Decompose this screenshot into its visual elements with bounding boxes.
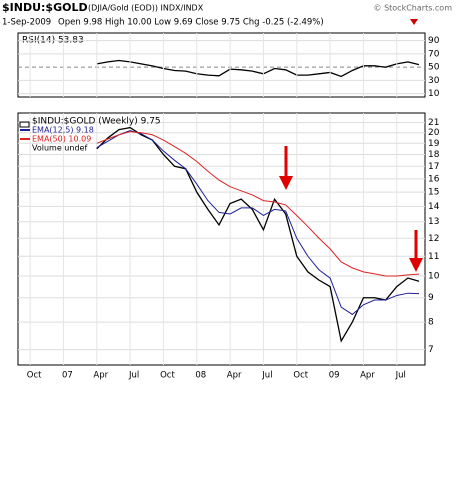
y-tick-label: 21 bbox=[428, 118, 439, 128]
y-tick-label: 18 bbox=[428, 150, 440, 160]
x-tick-label: Jul bbox=[395, 371, 406, 381]
legend-label: EMA(12,5) 9.18 bbox=[32, 126, 94, 135]
description: (DJIA/Gold (EOD)) INDX/INDX bbox=[88, 4, 204, 13]
y-tick-label: 8 bbox=[428, 318, 434, 328]
legend-swatch bbox=[19, 121, 30, 128]
y-tick-label: 30 bbox=[428, 76, 440, 86]
y-tick-label: 17 bbox=[428, 162, 439, 172]
x-tick-label: Apr bbox=[93, 371, 108, 381]
source: © StockCharts.com bbox=[374, 4, 453, 13]
arrows bbox=[279, 146, 423, 272]
symbol: $INDU:$GOLD bbox=[2, 1, 88, 14]
x-tick-label: Oct bbox=[160, 371, 175, 381]
legend-title: $INDU:$GOLD (Weekly) 9.75 bbox=[32, 117, 161, 127]
y-tick-label: 70 bbox=[428, 49, 440, 59]
y-tick-label: 20 bbox=[428, 128, 440, 138]
x-tick-label: 08 bbox=[195, 371, 206, 381]
y-tick-label: 10 bbox=[428, 89, 440, 99]
y-tick-label: 12 bbox=[428, 234, 439, 244]
x-tick-label: Oct bbox=[293, 371, 308, 381]
x-tick-label: 09 bbox=[329, 371, 340, 381]
y-tick-label: 50 bbox=[428, 63, 440, 73]
y-tick-label: 10 bbox=[428, 271, 440, 281]
y-tick-label: 15 bbox=[428, 188, 439, 198]
y-tick-label: 9 bbox=[428, 293, 434, 303]
y-tick-label: 14 bbox=[428, 202, 440, 212]
x-tick-label: 07 bbox=[62, 371, 73, 381]
x-tick-label: Oct bbox=[27, 371, 42, 381]
legend-label: Volume undef bbox=[32, 144, 87, 153]
date: 1-Sep-2009 bbox=[2, 18, 51, 28]
quote: Open 9.98 High 10.00 Low 9.69 Close 9.75… bbox=[58, 18, 324, 28]
series-line bbox=[96, 130, 420, 316]
down-triangle bbox=[410, 19, 418, 25]
y-tick-label: 13 bbox=[428, 217, 439, 227]
y-tick-label: 19 bbox=[428, 139, 440, 149]
x-tick-label: Apr bbox=[227, 371, 242, 381]
x-tick-label: Jul bbox=[261, 371, 272, 381]
series-line bbox=[96, 131, 420, 277]
y-tick-label: 16 bbox=[428, 174, 440, 184]
series-line bbox=[96, 59, 420, 78]
y-tick-label: 11 bbox=[428, 252, 439, 262]
x-tick-label: Jul bbox=[128, 371, 139, 381]
legend-label: EMA(50) 10.09 bbox=[32, 135, 91, 144]
rsi-panel bbox=[17, 32, 426, 98]
x-tick-label: Apr bbox=[360, 371, 375, 381]
y-tick-label: 7 bbox=[428, 345, 434, 355]
price-panel bbox=[17, 112, 426, 366]
y-tick-label: 90 bbox=[428, 36, 440, 46]
